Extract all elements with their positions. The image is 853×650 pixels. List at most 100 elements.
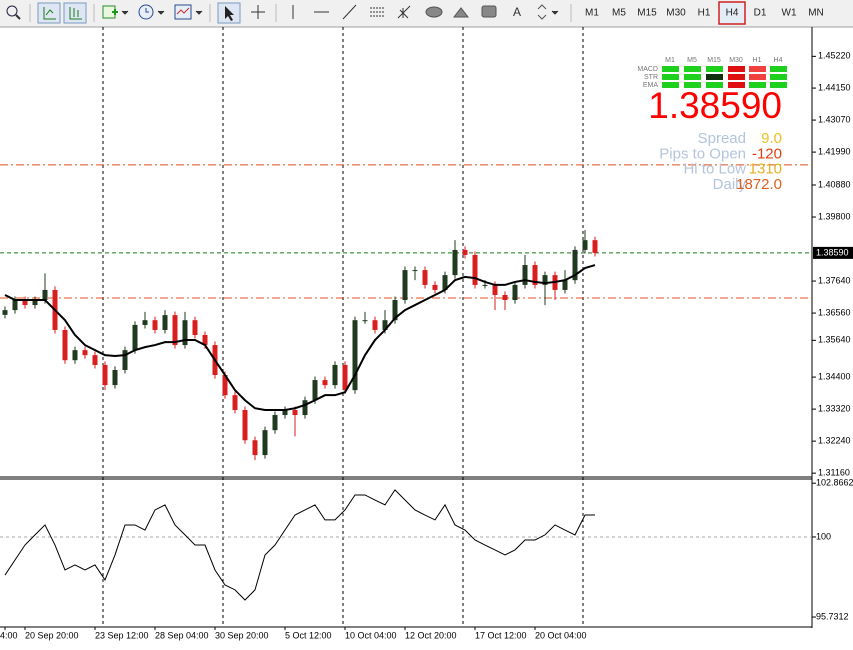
candle-body [472, 254, 478, 285]
timeframe-button[interactable]: H4 [726, 8, 739, 19]
timeframe-button[interactable]: M15 [637, 8, 657, 19]
autoscroll-button[interactable] [63, 2, 87, 24]
candle-body [292, 410, 298, 416]
timeframe-button[interactable]: W1 [782, 8, 797, 19]
candle-body [302, 400, 308, 416]
gann-tool[interactable] [397, 5, 411, 19]
dropdown-arrow [121, 10, 129, 15]
candle-body [572, 249, 578, 281]
y-tick-label: 1.45220 [818, 51, 851, 61]
x-tick-label: 20 Sep 20:00 [25, 630, 79, 640]
candle-body [412, 270, 418, 272]
candle-body [32, 300, 38, 306]
candle-body [592, 240, 598, 253]
signal-cell [706, 74, 723, 80]
rectangle-tool[interactable] [481, 5, 497, 18]
signal-row-label: MACD [637, 66, 658, 73]
candle-body [12, 300, 18, 311]
timeframe-button[interactable]: H1 [698, 8, 711, 19]
last-price-label: 1.38590 [816, 247, 849, 257]
x-tick-label: 4:00 [0, 630, 18, 640]
timeframe-button[interactable]: MN [808, 8, 824, 19]
candle-body [322, 380, 328, 386]
candle-body [482, 284, 488, 286]
candle-body [402, 270, 408, 301]
candle-body [352, 320, 358, 391]
dropdown-arrow [157, 10, 165, 15]
signal-cell [728, 66, 745, 72]
timeframe-button[interactable]: D1 [754, 8, 767, 19]
active-timeframe-frame [718, 1, 746, 25]
crosshair-icon[interactable] [251, 5, 265, 19]
candle-body [132, 324, 138, 351]
y-tick-label: 1.43070 [818, 114, 851, 124]
chart-shift-button[interactable] [37, 2, 61, 24]
y-tick-label: 102.8662 [816, 478, 853, 488]
candle-body [252, 440, 258, 456]
y-tick-label: 1.35640 [818, 335, 851, 345]
signal-cell [728, 82, 745, 88]
candle-body [452, 249, 458, 276]
fibo-tool[interactable] [370, 7, 384, 17]
signal-row-label: STR [644, 74, 658, 81]
candle-body [152, 320, 158, 330]
signal-cell [662, 66, 679, 72]
candle-body [492, 284, 498, 295]
candle-body [162, 315, 168, 330]
candle-body [62, 329, 68, 361]
signal-cell [684, 66, 701, 72]
signal-column-label: H4 [774, 57, 783, 64]
stat-value: 1872.0 [736, 176, 782, 193]
arrows-tool[interactable] [537, 4, 547, 20]
candle-body [462, 249, 468, 255]
zoom-icon[interactable] [6, 5, 18, 17]
timeframe-button[interactable]: M5 [612, 8, 626, 19]
candle-body [42, 289, 48, 301]
signal-cell [684, 82, 701, 88]
candle-body [542, 275, 548, 285]
candle-body [582, 240, 588, 250]
moving-average [4, 264, 596, 412]
ellipse-tool[interactable] [425, 6, 443, 18]
candle-body [512, 284, 518, 301]
signal-row-label: EMA [643, 82, 659, 89]
candle-body [262, 430, 268, 456]
autoscroll-icon [69, 7, 82, 20]
x-tick-label: 23 Sep 12:00 [95, 630, 149, 640]
candle-body [72, 350, 78, 361]
candle-body [272, 415, 278, 431]
timeframe-button[interactable]: M30 [666, 8, 686, 19]
chart-shift-icon [43, 7, 56, 20]
candle-body [422, 270, 428, 285]
candle-body [332, 364, 338, 386]
x-tick-label: 17 Oct 12:00 [475, 630, 527, 640]
dropdown-arrow [195, 10, 203, 15]
cursor-icon [225, 6, 234, 21]
x-tick-label: 12 Oct 20:00 [405, 630, 457, 640]
signal-cell [749, 74, 766, 80]
zoom-handle [15, 14, 21, 20]
stat-label: Pips to Open [659, 145, 746, 162]
x-tick-label: 5 Oct 12:00 [285, 630, 332, 640]
text-tool[interactable]: A [513, 5, 521, 19]
signal-column-label: M5 [687, 57, 697, 64]
trendline-tool[interactable] [342, 4, 357, 20]
current-price: 1.38590 [648, 85, 782, 126]
candle-body [122, 350, 128, 370]
stat-value: 1310 [749, 161, 782, 178]
candle-body [172, 315, 178, 346]
candle-body [562, 280, 568, 290]
timeframe-button[interactable]: M1 [585, 8, 599, 19]
y-tick-label: 1.33320 [818, 403, 851, 413]
signal-column-label: M15 [707, 57, 721, 64]
signal-column-label: M1 [665, 57, 675, 64]
candle-body [82, 350, 88, 356]
candle-body [532, 265, 538, 285]
timeframe-buttons: M1 M5 M15 M30 H1 H4 D1 W1 MN [585, 1, 824, 25]
candle-body [372, 320, 378, 330]
triangle-tool[interactable] [452, 7, 470, 18]
candle-body [442, 275, 448, 290]
y-tick-label: 1.31160 [818, 468, 850, 478]
